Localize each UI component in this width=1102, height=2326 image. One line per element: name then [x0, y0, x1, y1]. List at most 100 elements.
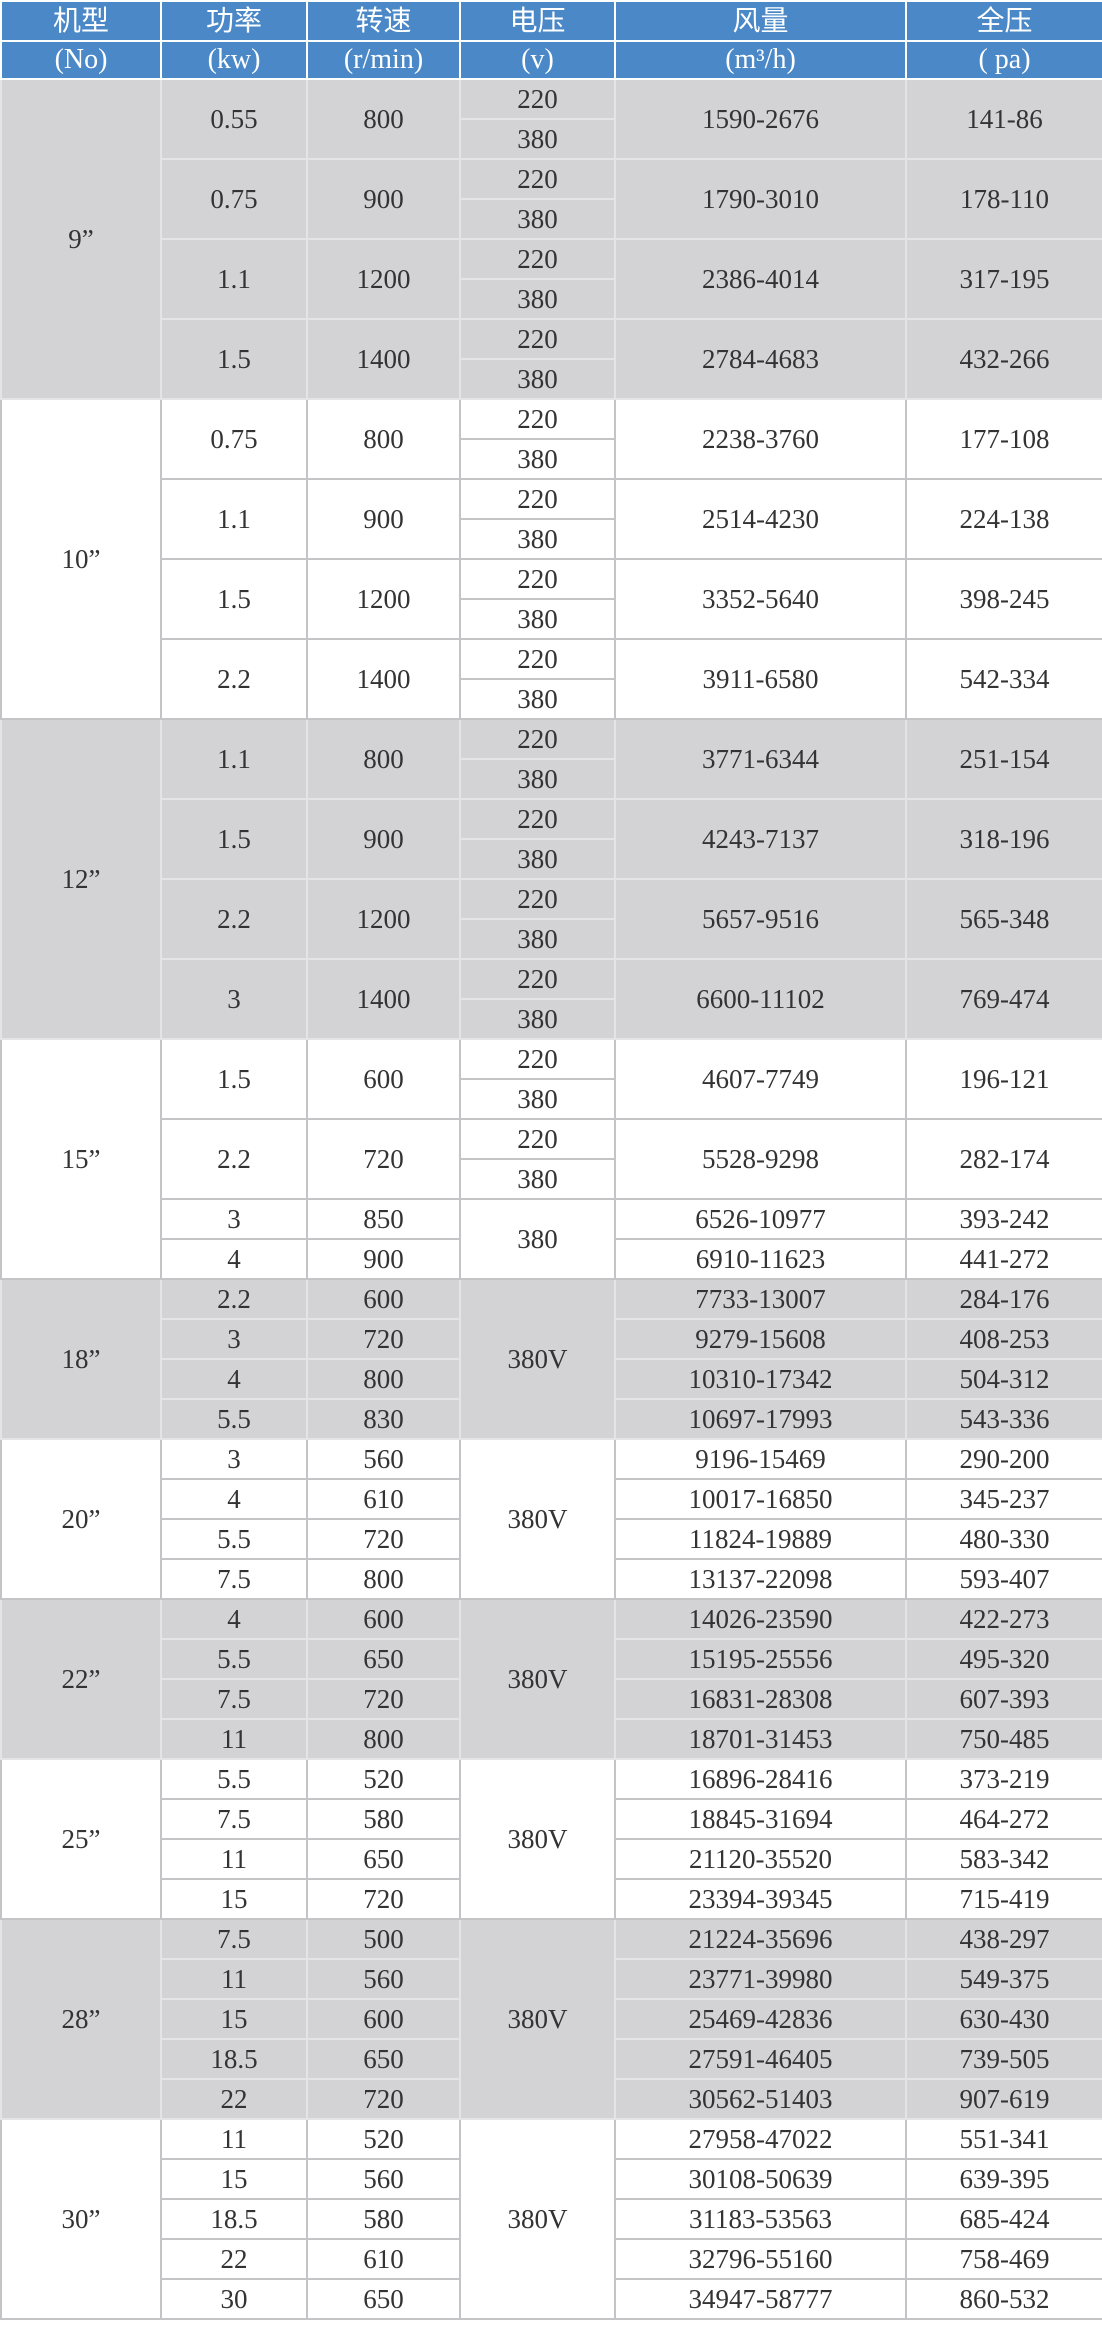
power-cell: 5.5 [160, 1398, 308, 1440]
model-cell: 22” [0, 1598, 162, 1760]
table-row: 2.2 720 220 5528-9298 282-174 [1, 1118, 1102, 1200]
voltage-cell: 380 [459, 518, 616, 560]
table-row: 5.5 650 15195-25556 495-320 [1, 1638, 1102, 1680]
airflow-cell: 10697-17993 [614, 1398, 907, 1440]
model-cell: 28” [0, 1918, 162, 2120]
pressure-cell: 769-474 [905, 958, 1102, 1040]
unit-airflow: (m³/h) [614, 40, 907, 80]
table-row: 4 900 6910-11623 441-272 [1, 1238, 1102, 1280]
pressure-cell: 565-348 [905, 878, 1102, 960]
speed-cell: 720 [306, 1318, 461, 1360]
airflow-cell: 6600-11102 [614, 958, 907, 1040]
airflow-cell: 10310-17342 [614, 1358, 907, 1400]
table-subrow: 380 [1, 1078, 1102, 1120]
voltage-cell: 380V [459, 1918, 616, 2120]
voltage-cell: 380V [459, 1278, 616, 1440]
speed-cell: 610 [306, 1478, 461, 1520]
table-row: 15 600 25469-42836 630-430 [1, 1998, 1102, 2040]
speed-cell: 1200 [306, 238, 461, 320]
power-cell: 5.5 [160, 1758, 308, 1800]
power-cell: 3 [160, 958, 308, 1040]
pressure-cell: 583-342 [905, 1838, 1102, 1880]
table-row: 5.5 720 11824-19889 480-330 [1, 1518, 1102, 1560]
pressure-cell: 282-174 [905, 1118, 1102, 1200]
power-cell: 0.75 [160, 398, 308, 480]
power-cell: 1.5 [160, 1038, 308, 1120]
header-title-row: 机型 功率 转速 电压 风量 全压 [0, 0, 1102, 42]
pressure-cell: 495-320 [905, 1638, 1102, 1680]
speed-cell: 600 [306, 1598, 461, 1640]
pressure-cell: 224-138 [905, 478, 1102, 560]
model-cell: 25” [0, 1758, 162, 1920]
airflow-cell: 6910-11623 [614, 1238, 907, 1280]
table-row: 20” 3 560 380V 9196-15469 290-200 [0, 1438, 1102, 1600]
speed-cell: 600 [306, 1998, 461, 2040]
voltage-cell: 380 [459, 998, 616, 1040]
voltage-cell: 380 [459, 598, 616, 640]
table-row: 30” 11 520 380V 27958-47022 551-341 [0, 2118, 1102, 2320]
power-cell: 4 [160, 1358, 308, 1400]
pressure-cell: 739-505 [905, 2038, 1102, 2080]
airflow-cell: 3352-5640 [614, 558, 907, 640]
airflow-cell: 1590-2676 [614, 78, 907, 160]
airflow-cell: 4607-7749 [614, 1038, 907, 1120]
power-cell: 2.2 [160, 878, 308, 960]
table-row: 1.5 1400 220 2784-4683 432-266 [1, 318, 1102, 400]
airflow-cell: 30562-51403 [614, 2078, 907, 2120]
speed-cell: 580 [306, 2198, 461, 2240]
pressure-cell: 685-424 [905, 2198, 1102, 2240]
airflow-cell: 11824-19889 [614, 1518, 907, 1560]
pressure-cell: 317-195 [905, 238, 1102, 320]
airflow-cell: 23771-39980 [614, 1958, 907, 2000]
table-row: 1.1 1200 220 2386-4014 317-195 [1, 238, 1102, 320]
pressure-cell: 715-419 [905, 1878, 1102, 1920]
airflow-cell: 18701-31453 [614, 1718, 907, 1760]
airflow-cell: 21224-35696 [614, 1918, 907, 1960]
model-cell: 12” [0, 718, 162, 1040]
airflow-cell: 15195-25556 [614, 1638, 907, 1680]
pressure-cell: 290-200 [905, 1438, 1102, 1480]
header-power: 功率 [160, 0, 308, 42]
airflow-cell: 9279-15608 [614, 1318, 907, 1360]
unit-voltage: (v) [459, 40, 616, 80]
pressure-cell: 178-110 [905, 158, 1102, 240]
power-cell: 4 [160, 1598, 308, 1640]
power-cell: 0.55 [160, 78, 308, 160]
table-row: 25” 5.5 520 380V 16896-28416 373-219 [0, 1758, 1102, 1920]
voltage-cell: 380V [459, 1598, 616, 1760]
table-row: 1.5 900 220 4243-7137 318-196 [1, 798, 1102, 880]
header-pressure: 全压 [905, 0, 1102, 42]
pressure-cell: 542-334 [905, 638, 1102, 720]
voltage-cell: 380 [459, 358, 616, 400]
pressure-cell: 593-407 [905, 1558, 1102, 1600]
voltage-cell: 380V [459, 1758, 616, 1920]
speed-cell: 800 [306, 1718, 461, 1760]
header-airflow: 风量 [614, 0, 907, 42]
power-cell: 4 [160, 1238, 308, 1280]
airflow-cell: 27591-46405 [614, 2038, 907, 2080]
power-cell: 1.1 [160, 718, 308, 800]
voltage-cell: 220 [459, 398, 616, 440]
table-row: 22 720 30562-51403 907-619 [1, 2078, 1102, 2120]
table-subrow: 380 [1, 198, 1102, 240]
power-cell: 15 [160, 2158, 308, 2200]
voltage-cell: 380 [459, 918, 616, 960]
power-cell: 1.1 [160, 478, 308, 560]
power-cell: 2.2 [160, 638, 308, 720]
power-cell: 3 [160, 1318, 308, 1360]
table-subrow: 380 [1, 598, 1102, 640]
airflow-cell: 30108-50639 [614, 2158, 907, 2200]
table-row: 11 650 21120-35520 583-342 [1, 1838, 1102, 1880]
table-row: 11 560 23771-39980 549-375 [1, 1958, 1102, 2000]
speed-cell: 650 [306, 2278, 461, 2320]
speed-cell: 1400 [306, 638, 461, 720]
speed-cell: 580 [306, 1798, 461, 1840]
voltage-cell: 220 [459, 78, 616, 120]
unit-speed: (r/min) [306, 40, 461, 80]
speed-cell: 600 [306, 1278, 461, 1320]
table-subrow: 380 [1, 918, 1102, 960]
table-row: 4 610 10017-16850 345-237 [1, 1478, 1102, 1520]
speed-cell: 1200 [306, 558, 461, 640]
pressure-cell: 422-273 [905, 1598, 1102, 1640]
table-subrow: 380 [1, 838, 1102, 880]
